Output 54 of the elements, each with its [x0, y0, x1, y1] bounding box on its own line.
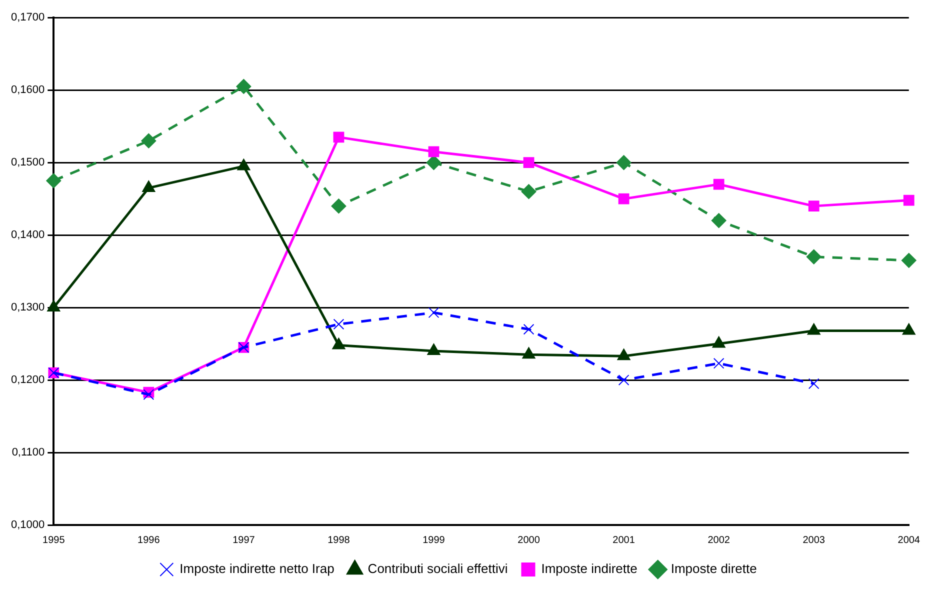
point: [333, 132, 344, 143]
point: [143, 389, 154, 400]
y-tick-label: 0,1600: [10, 84, 45, 96]
point: [332, 338, 346, 350]
point: [808, 378, 820, 390]
point: [141, 133, 156, 148]
legend-label: Imposte indirette netto Irap: [180, 561, 334, 576]
point: [331, 198, 346, 214]
x-tick-label: 2003: [802, 534, 826, 546]
legend-label: Imposte dirette: [670, 561, 757, 576]
point: [618, 193, 630, 204]
point: [428, 307, 440, 318]
x-tick-label: 1996: [138, 534, 160, 546]
point: [616, 155, 632, 170]
x-tick-label: 1998: [328, 534, 350, 546]
point: [333, 318, 344, 330]
point: [617, 348, 630, 360]
y-tick-label: 0,1200: [10, 374, 45, 386]
x-tick-label: 2004: [898, 534, 920, 546]
y-tick-label: 0,1500: [10, 156, 45, 169]
point: [713, 358, 724, 369]
point: [713, 178, 724, 190]
point: [428, 146, 440, 158]
point: [521, 184, 536, 200]
x-tick-label: 1995: [42, 534, 66, 546]
point: [712, 336, 726, 348]
legend-label: Imposte indirette: [541, 561, 638, 576]
y-tick-label: 0,1300: [10, 302, 45, 314]
point: [618, 374, 630, 386]
point: [903, 194, 914, 206]
point: [236, 78, 252, 94]
point: [522, 347, 536, 359]
y-tick-label: 0,1100: [12, 446, 45, 459]
point: [711, 213, 726, 228]
point: [806, 249, 822, 264]
point: [901, 252, 916, 268]
point: [523, 324, 534, 335]
x-tick-label: 2002: [708, 534, 730, 546]
x-tick-label: 1997: [232, 534, 256, 546]
point: [807, 323, 820, 335]
point: [523, 157, 534, 168]
point: [808, 200, 820, 212]
y-tick-label: 0,1700: [10, 12, 45, 24]
legend-label: Contributi sociali effettivi: [368, 561, 508, 576]
point: [427, 344, 440, 356]
x-tick-label: 2000: [518, 534, 540, 546]
point: [46, 173, 62, 188]
point: [426, 155, 442, 170]
x-tick-label: 1999: [422, 534, 446, 546]
x-tick-label: 2001: [612, 534, 636, 546]
point: [902, 323, 916, 335]
y-tick-label: 0,1400: [10, 229, 45, 242]
point: [47, 300, 60, 312]
y-tick-label: 0,1000: [10, 519, 45, 532]
